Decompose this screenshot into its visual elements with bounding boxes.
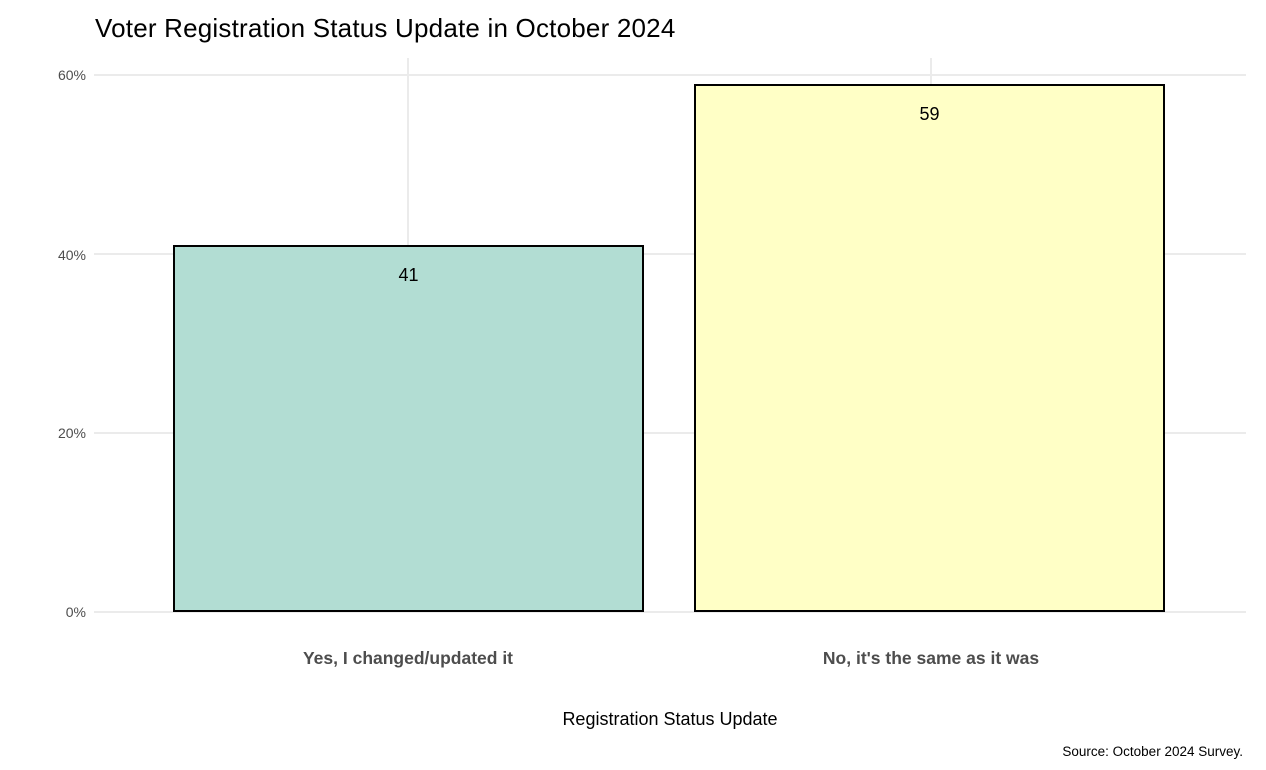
gridline-60pct: [94, 74, 1246, 76]
gridline-40pct: [94, 253, 1246, 255]
gridline-20pct: [94, 432, 1246, 434]
bar-yes-changed: 41: [173, 245, 644, 612]
y-axis-tick-40: 40%: [57, 247, 86, 263]
bar-value-label: 41: [398, 265, 419, 285]
y-axis-tick-0: 0%: [65, 604, 86, 620]
gridline-0pct: [94, 611, 1246, 613]
bar-no-same: 59: [694, 84, 1165, 612]
x-axis-title: Registration Status Update: [562, 709, 778, 729]
y-axis-tick-60: 60%: [57, 67, 86, 83]
chart-title: Voter Registration Status Update in Octo…: [95, 13, 676, 43]
plot-panel: 41 59: [94, 58, 1246, 613]
x-axis-label-yes: Yes, I changed/updated it: [302, 648, 514, 668]
y-axis-tick-20: 20%: [57, 425, 86, 441]
source-caption: Source: October 2024 Survey.: [1062, 744, 1243, 759]
x-axis-label-no: No, it's the same as it was: [822, 648, 1040, 668]
bar-value-label: 59: [919, 104, 940, 124]
